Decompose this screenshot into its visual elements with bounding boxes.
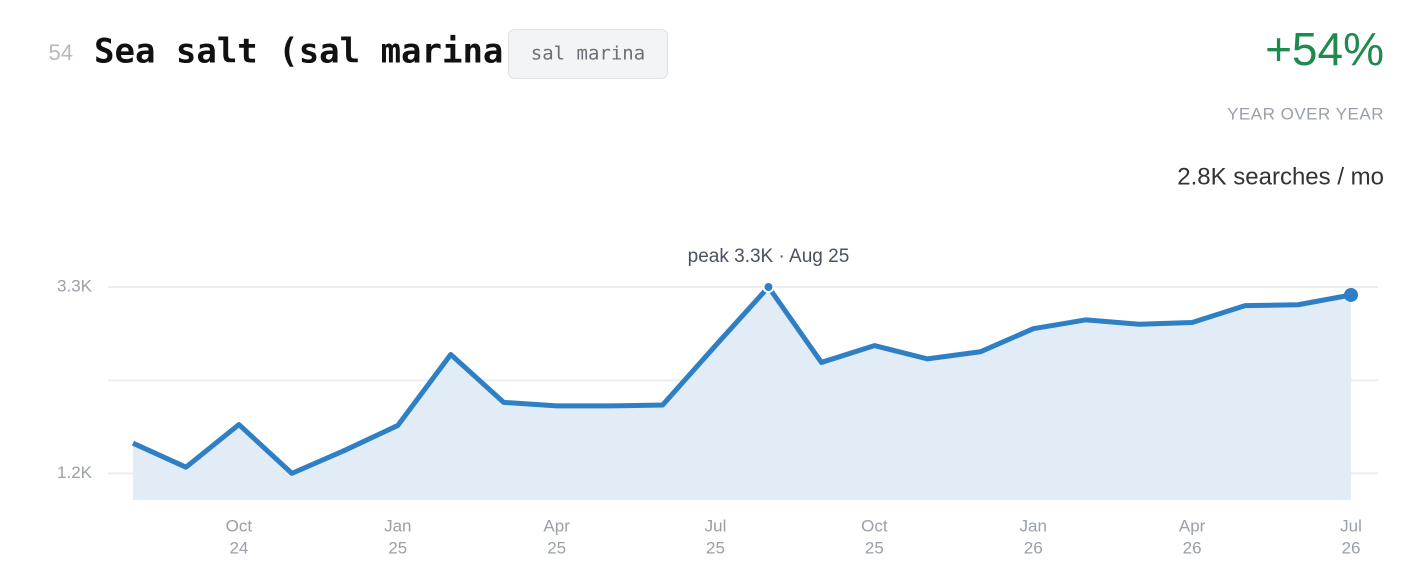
x-tick-label: Oct — [226, 516, 253, 535]
x-tick-label: 26 — [1024, 538, 1043, 557]
x-tick-label: 26 — [1342, 538, 1361, 557]
x-tick-label: Jan — [1020, 516, 1047, 535]
x-tick-label: 25 — [547, 538, 566, 557]
x-tick-label: Oct — [861, 516, 888, 535]
growth-label: YEAR OVER YEAR — [1227, 104, 1384, 123]
x-tick-label: Jul — [705, 516, 727, 535]
tag-box — [508, 29, 668, 79]
x-tick-label: Apr — [543, 516, 570, 535]
x-tick-label: Apr — [1179, 516, 1206, 535]
volume: 2.8K searches / mo — [1177, 163, 1384, 190]
y-tick-label: 3.3K — [57, 276, 93, 295]
area-fill — [133, 287, 1351, 500]
tag: sal marina — [531, 43, 645, 65]
chart: 1.2K 3.3K Oct 24 Jan 25 Apr 25 Jul 25 Oct 25 Jan 26 Ap… — [57, 246, 1378, 557]
last-point — [1344, 287, 1358, 302]
x-tick-label: 24 — [229, 538, 248, 557]
x-tick-label: Jan — [384, 516, 411, 535]
x-tick-label: 25 — [388, 538, 407, 557]
title: Sea salt (sal marina) — [94, 32, 524, 72]
growth: +54% — [1265, 23, 1384, 75]
annotation: peak 3.3K · Aug 25 — [688, 246, 850, 267]
x-tick-label: 26 — [1183, 538, 1202, 557]
rank: 54 — [49, 40, 73, 65]
x-tick-label: 25 — [865, 538, 884, 557]
line — [131, 284, 1352, 476]
x-tick-label: Jul — [1340, 516, 1362, 535]
y-tick-label: 1.2K — [57, 463, 93, 482]
peak-point — [762, 281, 775, 293]
x-tick-label: 25 — [706, 538, 725, 557]
